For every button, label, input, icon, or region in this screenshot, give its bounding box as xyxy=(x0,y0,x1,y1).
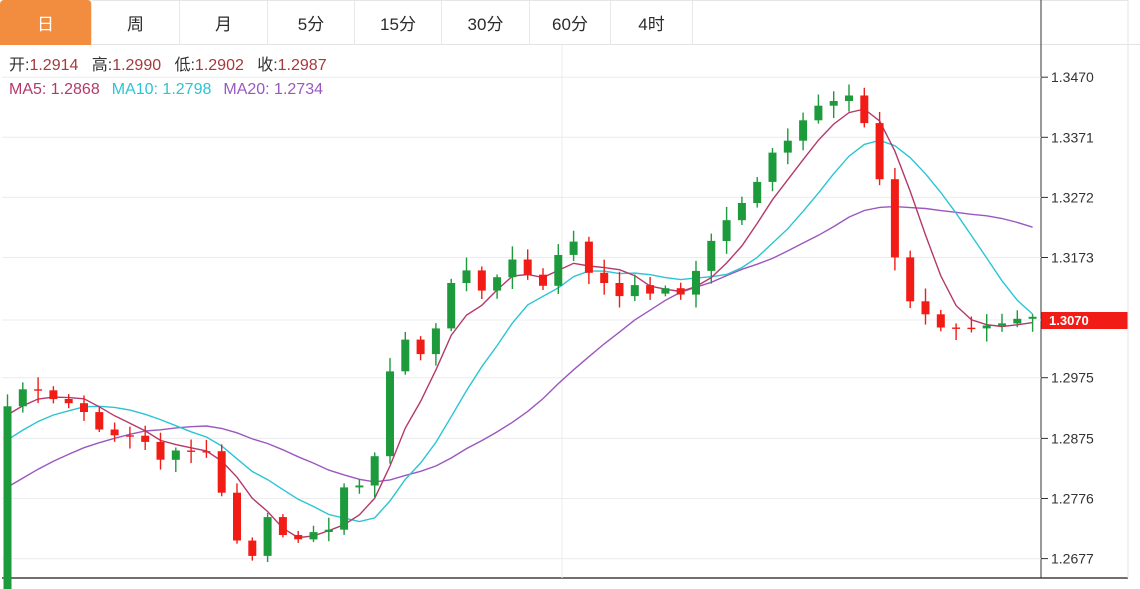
svg-text:1.3173: 1.3173 xyxy=(1051,250,1094,266)
svg-text:1.3470: 1.3470 xyxy=(1051,69,1094,85)
svg-text:1.3272: 1.3272 xyxy=(1051,189,1094,205)
svg-text:1.2776: 1.2776 xyxy=(1051,491,1094,507)
svg-text:1.2975: 1.2975 xyxy=(1051,370,1094,386)
svg-text:1.3371: 1.3371 xyxy=(1051,129,1094,145)
svg-text:1.2677: 1.2677 xyxy=(1051,551,1094,567)
svg-text:1.2875: 1.2875 xyxy=(1051,430,1094,446)
